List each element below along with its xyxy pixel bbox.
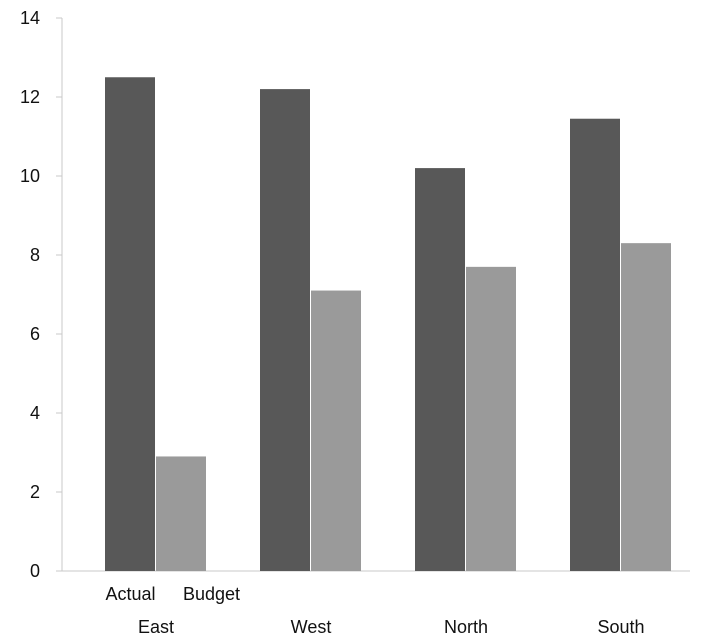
series-labels: Actual Budget — [105, 584, 240, 604]
bar-budget-south — [621, 243, 671, 571]
bar-actual-east — [105, 77, 155, 571]
category-labels: East West North South — [138, 617, 645, 637]
y-tick-label: 4 — [30, 403, 40, 423]
bar-budget-east — [156, 456, 206, 571]
bars-group — [105, 77, 671, 571]
bar-budget-north — [466, 266, 516, 571]
y-tick-label: 14 — [20, 8, 40, 28]
y-tick-label: 2 — [30, 482, 40, 502]
y-axis-ticks: 0 2 4 6 8 10 12 14 — [20, 8, 62, 581]
category-label-west: West — [291, 617, 332, 637]
bar-actual-south — [570, 118, 620, 571]
bar-budget-west — [311, 290, 361, 571]
y-tick-label: 12 — [20, 87, 40, 107]
category-label-south: South — [597, 617, 644, 637]
category-label-east: East — [138, 617, 174, 637]
y-tick-label: 8 — [30, 245, 40, 265]
y-tick-label: 0 — [30, 561, 40, 581]
y-tick-label: 10 — [20, 166, 40, 186]
bar-actual-north — [415, 168, 465, 571]
series-label-actual: Actual — [105, 584, 155, 604]
category-label-north: North — [444, 617, 488, 637]
series-label-budget: Budget — [183, 584, 240, 604]
bar-actual-west — [260, 89, 310, 571]
y-tick-label: 6 — [30, 324, 40, 344]
